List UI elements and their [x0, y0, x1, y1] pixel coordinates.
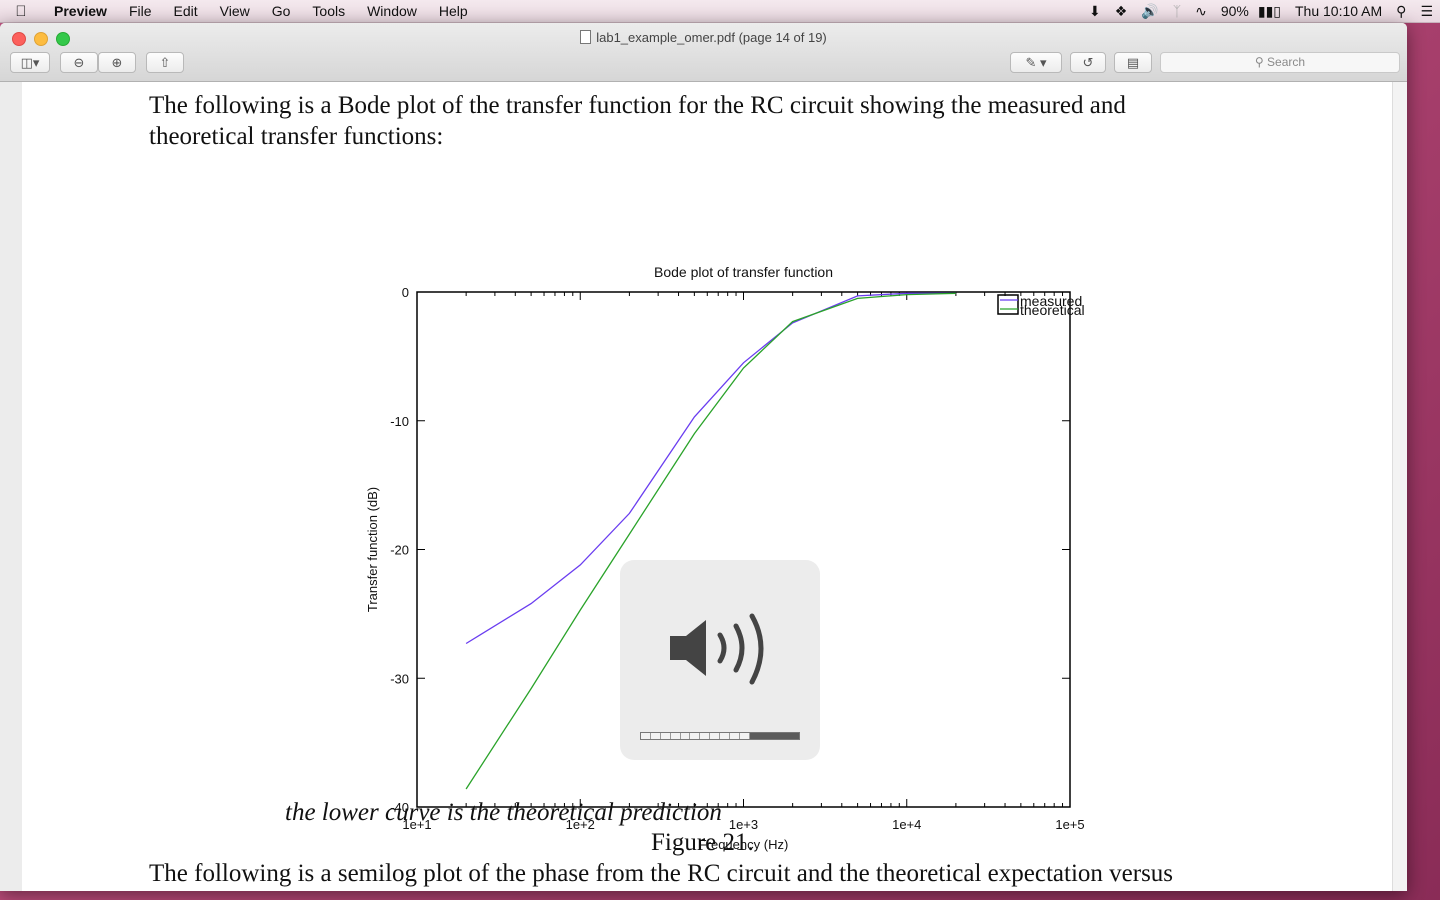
y-axis-label: Transfer function (dB) [365, 487, 380, 612]
download-icon[interactable]: ⬇ [1088, 2, 1101, 19]
x-tick-label: 1e+2 [566, 817, 595, 832]
y-tick-label: -10 [390, 414, 409, 429]
volume-segment [700, 733, 711, 739]
menu-bar:  Preview File Edit View Go Tools Window… [0, 0, 1440, 23]
y-tick-label: -30 [390, 671, 409, 686]
menu-app[interactable]: Preview [54, 3, 107, 19]
document-viewer[interactable]: The following is a Bode plot of the tran… [0, 82, 1407, 891]
sidebar-toggle-button[interactable]: ◫▾ [10, 52, 50, 73]
close-window-button[interactable] [12, 32, 26, 46]
speaker-volume-icon [670, 613, 764, 685]
zoom-in-button[interactable]: ⊕ [98, 52, 136, 73]
window-title-text: lab1_example_omer.pdf (page 14 of 19) [596, 30, 827, 45]
spotlight-search-icon[interactable]: ⚲ [1396, 2, 1407, 19]
search-placeholder: Search [1267, 55, 1306, 69]
volume-segment [789, 733, 799, 739]
volume-segment [660, 733, 671, 739]
zoom-out-button[interactable]: ⊖ [60, 52, 98, 73]
volume-segment [729, 733, 740, 739]
volume-segment [641, 733, 651, 739]
menu-window[interactable]: Window [367, 3, 417, 19]
pdf-page[interactable]: The following is a Bode plot of the tran… [22, 82, 1392, 891]
wifi-icon[interactable]: ∿ [1195, 2, 1207, 19]
y-tick-label: -20 [390, 543, 409, 558]
x-tick-label: 1e+4 [892, 817, 921, 832]
apple-menu-icon[interactable]:  [0, 3, 42, 20]
volume-segment [650, 733, 661, 739]
pdf-document-icon [580, 30, 592, 44]
dropbox-icon[interactable]: ❖ [1114, 2, 1128, 19]
bluetooth-icon[interactable]: ᛉ [1172, 3, 1182, 19]
volume-segment [690, 733, 701, 739]
rotate-button[interactable]: ↺ [1070, 52, 1106, 73]
volume-hud [620, 560, 820, 760]
x-tick-label: 1e+5 [1055, 817, 1084, 832]
menu-file[interactable]: File [128, 3, 152, 19]
clock[interactable]: Thu 10:10 AM [1295, 3, 1383, 19]
x-tick-label: 1e+3 [729, 817, 758, 832]
window-title: lab1_example_omer.pdf (page 14 of 19) [0, 30, 1407, 45]
scrollbar[interactable] [1392, 82, 1407, 891]
volume-segment [739, 733, 750, 739]
menu-tools[interactable]: Tools [312, 3, 346, 19]
volume-segment [670, 733, 681, 739]
figure-caption: the lower curve is the theoretical predi… [285, 799, 722, 826]
menu-view[interactable]: View [219, 3, 250, 19]
series-line-theoretical [465, 292, 956, 790]
notification-center-icon[interactable]: ☰ [1420, 2, 1433, 19]
left-edge [0, 82, 23, 891]
search-input[interactable]: ⚲ Search [1160, 52, 1400, 73]
markup-pen-button[interactable]: ✎ ▾ [1010, 52, 1062, 73]
fullscreen-window-button[interactable] [56, 32, 70, 46]
volume-level-bar [640, 732, 800, 740]
chart-title: Bode plot of transfer function [654, 264, 833, 280]
intro-line-2: theoretical transfer functions: [149, 123, 444, 150]
volume-segment [759, 733, 770, 739]
minimize-window-button[interactable] [34, 32, 48, 46]
toolbar: lab1_example_omer.pdf (page 14 of 19) ◫▾… [0, 23, 1407, 82]
share-button[interactable]: ⇧ [146, 52, 184, 73]
toolbox-button[interactable]: ▤ [1114, 52, 1152, 73]
legend-label-theoretical: theoretical [1020, 302, 1085, 318]
menu-go[interactable]: Go [271, 3, 291, 19]
series-line-measured [465, 292, 956, 645]
battery-percent[interactable]: 90% [1220, 3, 1249, 19]
preview-window: lab1_example_omer.pdf (page 14 of 19) ◫▾… [0, 23, 1407, 891]
volume-icon[interactable]: 🔊 [1141, 2, 1159, 19]
volume-segment [710, 733, 720, 739]
volume-segment [680, 733, 691, 739]
y-tick-label: 0 [402, 285, 409, 300]
bode-chart: Bode plot of transfer function 0 -10 -20 -30… [365, 264, 1085, 852]
x-tick-label: 1e+1 [402, 817, 431, 832]
legend-box [997, 294, 1019, 315]
y-tick-label: -40 [390, 800, 409, 815]
x-axis-label: Frequency (Hz) [699, 837, 789, 852]
intro-line-1: The following is a Bode plot of the tran… [149, 92, 1126, 119]
volume-segment [749, 733, 760, 739]
volume-segment [769, 733, 780, 739]
figure-label: Figure 21. [651, 829, 754, 856]
next-paragraph-line: The following is a semilog plot of the p… [149, 860, 1174, 887]
menu-help[interactable]: Help [438, 3, 468, 19]
volume-segment [779, 733, 790, 739]
menu-edit[interactable]: Edit [173, 3, 198, 19]
battery-icon[interactable]: ▮▮▯ [1257, 2, 1281, 19]
legend-label-measured: measured [1020, 293, 1082, 309]
volume-segment [720, 733, 730, 739]
